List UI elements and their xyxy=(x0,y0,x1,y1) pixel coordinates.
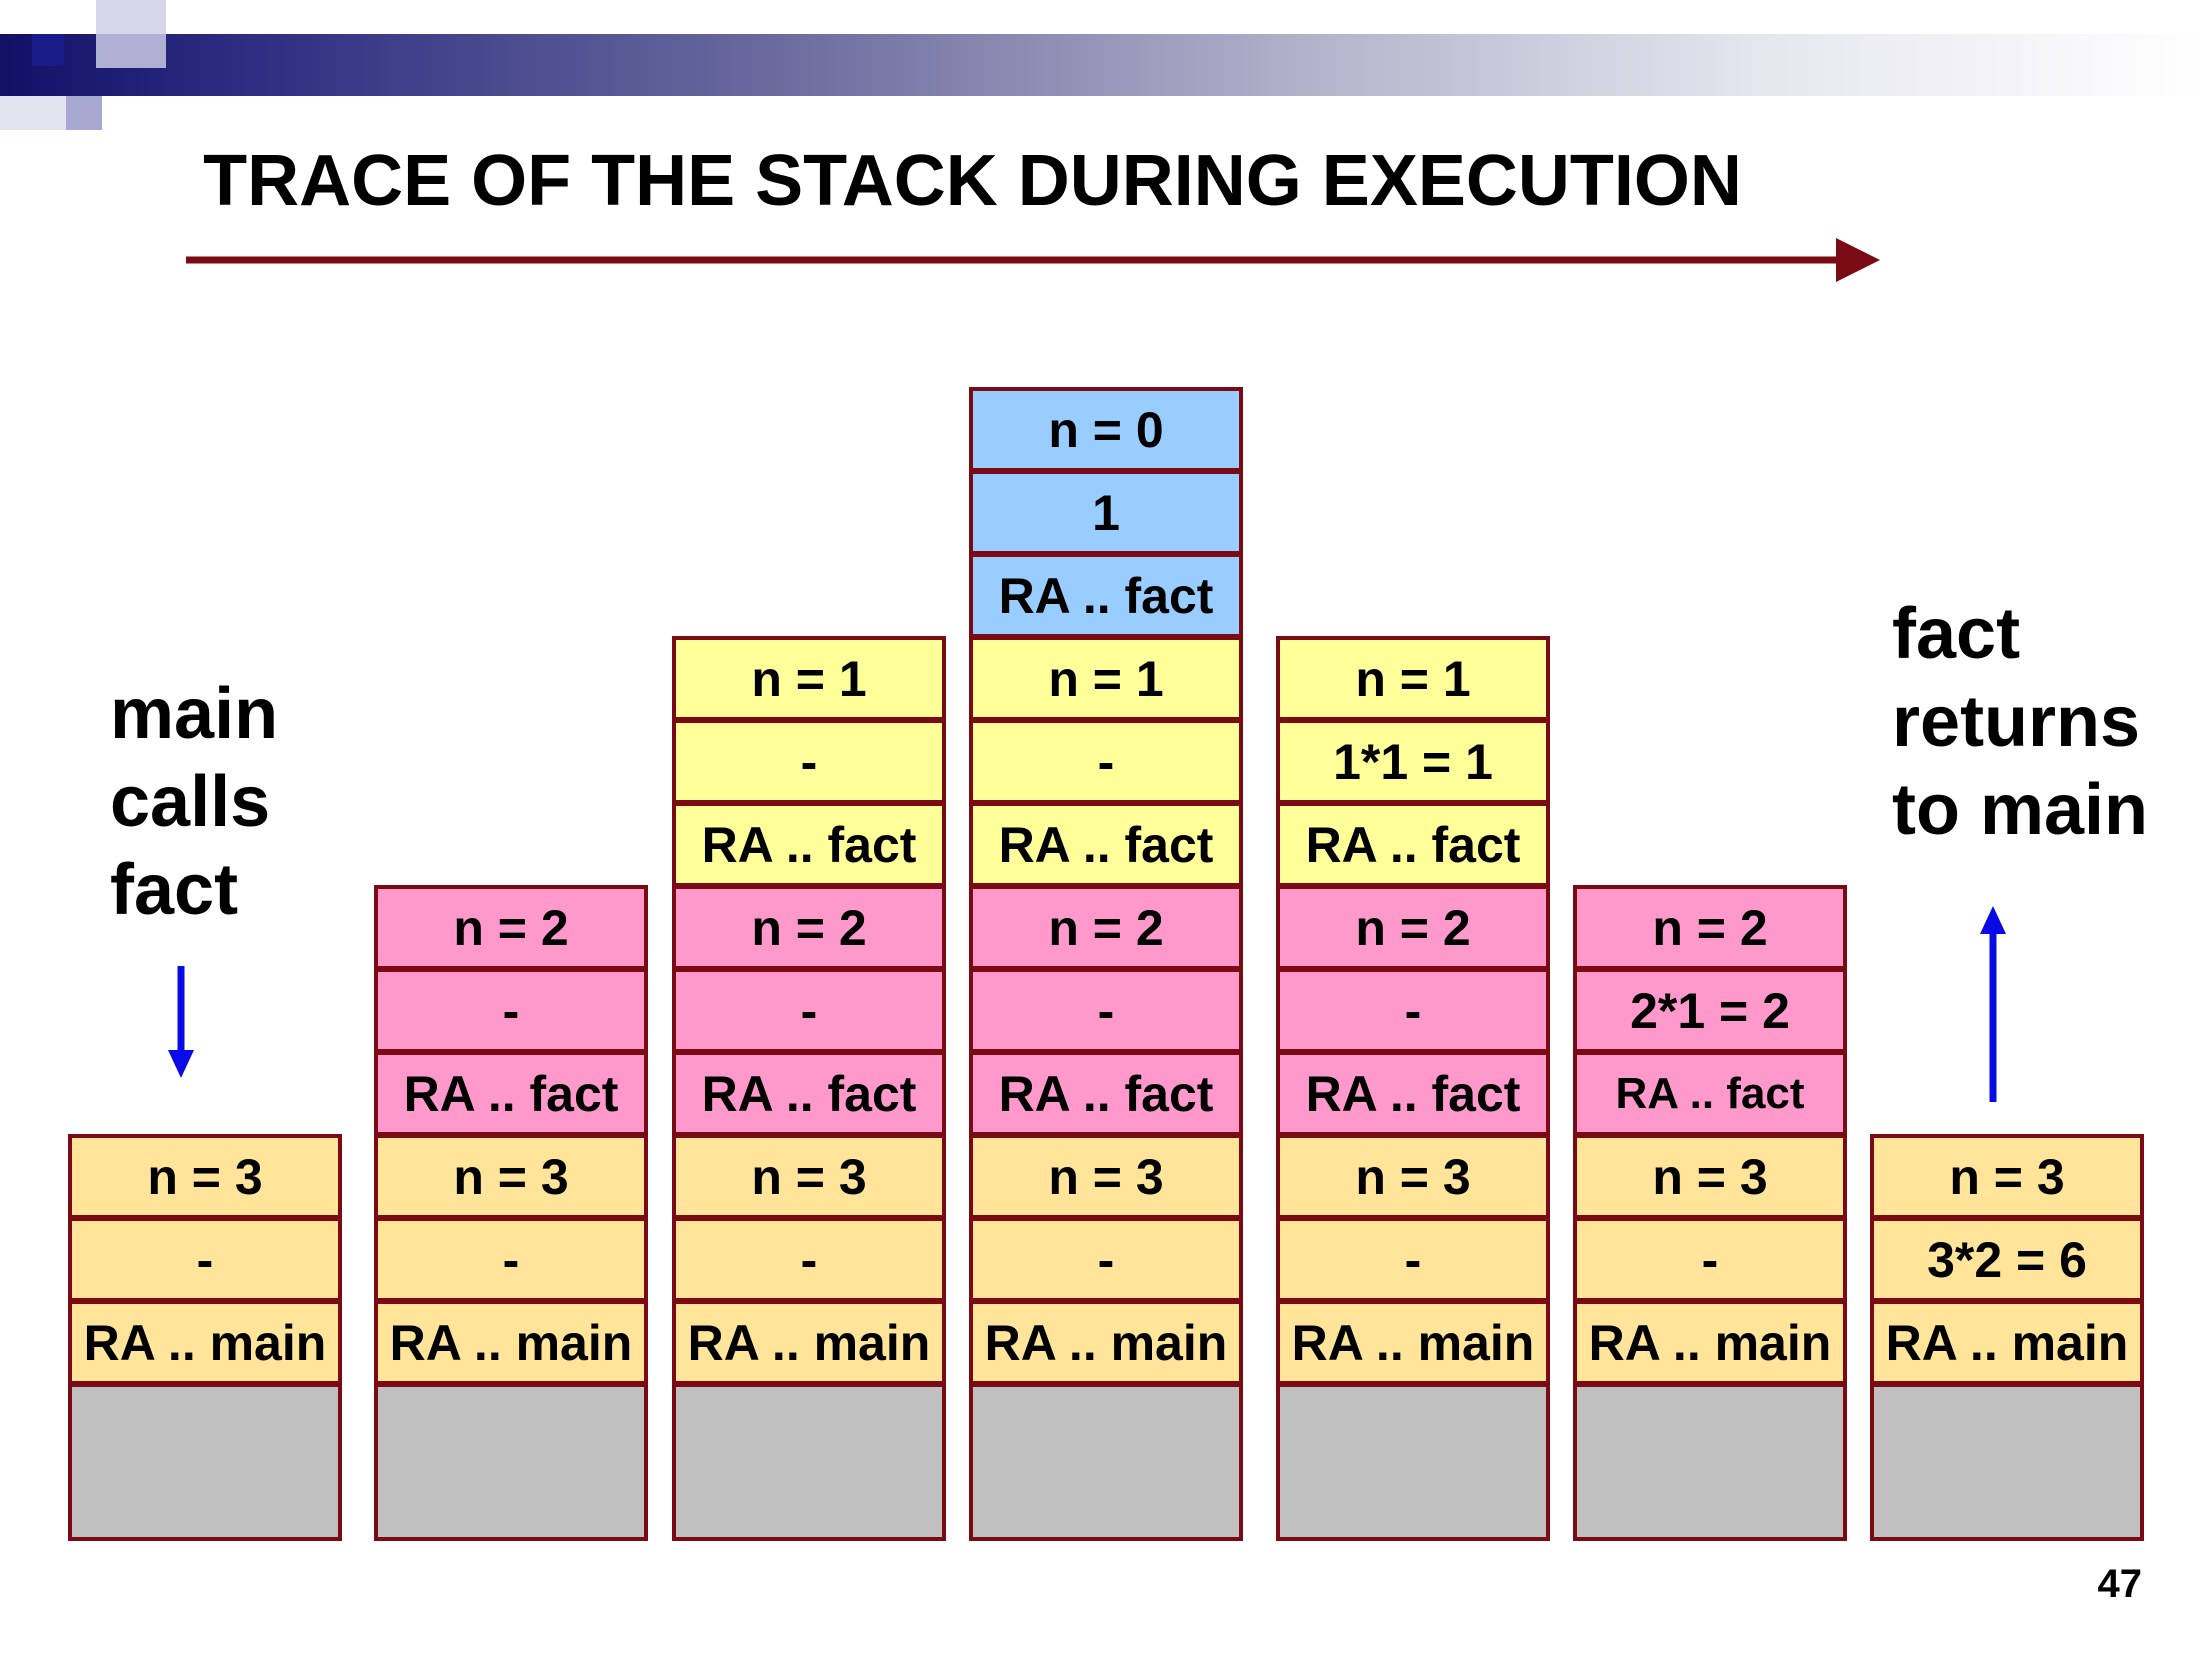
logo-square-light xyxy=(96,0,166,34)
stack-column: n = 2- RA .. fact n = 3- RA .. main xyxy=(374,885,648,1541)
page-number: 47 xyxy=(2097,1562,2143,1606)
stack-base xyxy=(969,1383,1243,1541)
stack-frame-cell: RA .. main xyxy=(1573,1300,1847,1385)
stack-column: n = 0 1 RA .. fact n = 1- RA .. fact n = 2- RA… xyxy=(969,387,1243,1541)
stack-frame-cell: n = 3 xyxy=(1276,1134,1550,1219)
stack-frame-cell: RA .. main xyxy=(374,1300,648,1385)
right-label-line: to main xyxy=(1892,770,2149,850)
stack-base xyxy=(1276,1383,1550,1541)
stack-frame-cell: n = 3 xyxy=(672,1134,946,1219)
stack-frame-cell: RA .. main xyxy=(672,1300,946,1385)
logo-square-dark xyxy=(32,34,64,66)
stack-frame-cell: RA .. fact xyxy=(969,553,1243,638)
stack-column: n = 2 2*1 = 2 RA .. fact n = 3- RA .. main xyxy=(1573,885,1847,1541)
stack-frame-cell: - xyxy=(68,1217,342,1302)
stack-frame-cell: - xyxy=(672,1217,946,1302)
stack-base xyxy=(1870,1383,2144,1541)
left-label-line: fact xyxy=(110,850,239,930)
logo-square-light xyxy=(0,96,66,130)
logo-square-light xyxy=(96,34,166,68)
stack-base xyxy=(672,1383,946,1541)
stack-frame-cell: n = 1 xyxy=(969,636,1243,721)
timeline-arrow-head xyxy=(1836,238,1880,282)
stack-frame-cell: RA .. fact xyxy=(1573,1051,1847,1136)
stack-column: n = 1- RA .. fact n = 2- RA .. fact n = 3- RA… xyxy=(672,636,946,1541)
stack-frame-cell: RA .. fact xyxy=(672,1051,946,1136)
stack-frame-cell: - xyxy=(374,968,648,1053)
stack-frame-cell: RA .. main xyxy=(1276,1300,1550,1385)
stack-column: n = 3 3*2 = 6 RA .. main xyxy=(1870,1134,2144,1541)
right-label-line: fact xyxy=(1892,594,2021,674)
stack-frame-cell: RA .. fact xyxy=(672,802,946,887)
stack-frame-cell: 3*2 = 6 xyxy=(1870,1217,2144,1302)
stack-frame-cell: RA .. fact xyxy=(969,802,1243,887)
stack-column: n = 1 1*1 = 1 RA .. fact n = 2- RA .. fact n … xyxy=(1276,636,1550,1541)
call-arrow-head xyxy=(168,1050,194,1078)
stack-frame-cell: n = 2 xyxy=(1573,885,1847,970)
stack-frame-cell: n = 3 xyxy=(68,1134,342,1219)
stack-frame-cell: - xyxy=(374,1217,648,1302)
stack-frame-cell: - xyxy=(672,968,946,1053)
stack-base xyxy=(68,1383,342,1541)
stack-frame-cell: RA .. fact xyxy=(969,1051,1243,1136)
return-arrow-head xyxy=(1980,906,2006,934)
stack-frame-cell: n = 0 xyxy=(969,387,1243,472)
left-label-line: calls xyxy=(110,762,271,842)
stack-frame-cell: n = 1 xyxy=(672,636,946,721)
stack-frame-cell: - xyxy=(1573,1217,1847,1302)
stack-frame-cell: - xyxy=(1276,968,1550,1053)
main-calls-fact-label: main calls fact xyxy=(110,670,278,934)
diagram-title: TRACE OF THE STACK DURING EXECUTION xyxy=(203,141,1742,221)
right-label-line: returns xyxy=(1892,682,2141,762)
stack-frame-cell: RA .. main xyxy=(1870,1300,2144,1385)
stack-frame-cell: n = 3 xyxy=(969,1134,1243,1219)
stack-frame-cell: - xyxy=(969,1217,1243,1302)
stack-frame-cell: - xyxy=(672,719,946,804)
stack-frame-cell: n = 3 xyxy=(1573,1134,1847,1219)
stack-frame-cell: RA .. fact xyxy=(1276,1051,1550,1136)
stack-frame-cell: 1 xyxy=(969,470,1243,555)
stack-frame-cell: - xyxy=(969,719,1243,804)
header-gradient-bar xyxy=(0,34,2205,96)
stack-frame-cell: RA .. main xyxy=(68,1300,342,1385)
stack-frame-cell: n = 3 xyxy=(1870,1134,2144,1219)
stack-frame-cell: n = 2 xyxy=(1276,885,1550,970)
stack-frame-cell: n = 2 xyxy=(374,885,648,970)
stack-frame-cell: RA .. main xyxy=(969,1300,1243,1385)
stack-base xyxy=(1573,1383,1847,1541)
stack-frame-cell: - xyxy=(969,968,1243,1053)
stack-frame-cell: n = 3 xyxy=(374,1134,648,1219)
stack-frame-cell: 2*1 = 2 xyxy=(1573,968,1847,1053)
stack-frame-cell: RA .. fact xyxy=(1276,802,1550,887)
logo-square-light xyxy=(66,96,102,130)
stack-frame-cell: n = 1 xyxy=(1276,636,1550,721)
left-label-line: main xyxy=(110,674,279,754)
stack-frame-cell: n = 2 xyxy=(672,885,946,970)
stack-base xyxy=(374,1383,648,1541)
stack-frame-cell: n = 2 xyxy=(969,885,1243,970)
stack-frame-cell: - xyxy=(1276,1217,1550,1302)
stack-frame-cell: 1*1 = 1 xyxy=(1276,719,1550,804)
stack-column: n = 3- RA .. main xyxy=(68,1134,342,1541)
fact-returns-label: fact returns to main xyxy=(1892,590,2148,854)
stack-frame-cell: RA .. fact xyxy=(374,1051,648,1136)
